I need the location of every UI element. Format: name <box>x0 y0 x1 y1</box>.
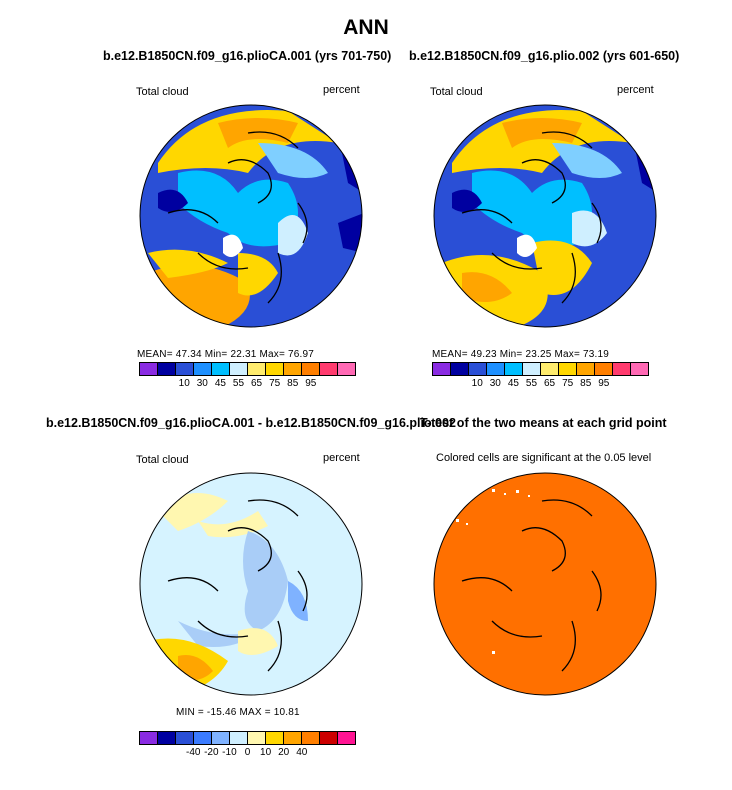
colorbar-tick-label: -20 <box>204 747 219 758</box>
colorbar-swatch <box>338 732 355 744</box>
panel-1-variable-label: Total cloud <box>136 86 189 98</box>
colorbar-swatch <box>487 363 505 375</box>
colorbar-swatch <box>212 363 230 375</box>
colorbar-tick-label: 45 <box>214 378 226 389</box>
panel-1-stats: MEAN= 47.34 Min= 22.31 Max= 76.97 <box>137 349 314 360</box>
colorbar-swatch <box>194 363 212 375</box>
colorbar-swatch <box>541 363 559 375</box>
colorbar-tick-label: 75 <box>562 378 574 389</box>
colorbar-swatch <box>577 363 595 375</box>
colorbar-tick-label: 75 <box>269 378 281 389</box>
colorbar-swatch <box>302 732 320 744</box>
panel-2-colorbar <box>432 362 649 376</box>
colorbar-swatch <box>230 732 248 744</box>
colorbar-tick-label: 10 <box>471 378 483 389</box>
colorbar-tick-label: 65 <box>250 378 263 389</box>
panel-1-polar-map <box>139 104 363 328</box>
colorbar-swatch <box>140 363 158 375</box>
colorbar-swatch <box>451 363 469 375</box>
colorbar-tick-label: 0 <box>244 747 251 758</box>
colorbar-swatch <box>266 732 284 744</box>
colorbar-tick-label: 85 <box>287 378 299 389</box>
panel-4-subtitle: Colored cells are significant at the 0.0… <box>436 452 652 464</box>
colorbar-swatch <box>176 363 194 375</box>
colorbar-swatch <box>176 732 194 744</box>
page-title: ANN <box>343 16 389 39</box>
colorbar-swatch <box>469 363 487 375</box>
panel-2-title: b.e12.B1850CN.f09_g16.plio.002 (yrs 601-… <box>409 49 680 63</box>
colorbar-swatch <box>230 363 248 375</box>
colorbar-swatch <box>194 732 212 744</box>
colorbar-swatch <box>320 732 338 744</box>
colorbar-tick-label: 20 <box>278 747 290 758</box>
colorbar-swatch <box>595 363 613 375</box>
panel-1-colorbar <box>139 362 356 376</box>
colorbar-swatch <box>631 363 648 375</box>
colorbar-tick-label: 10 <box>178 378 190 389</box>
colorbar-tick-label: 30 <box>489 378 501 389</box>
colorbar-swatch <box>302 363 320 375</box>
colorbar-tick-label: 85 <box>580 378 592 389</box>
colorbar-tick-label: 55 <box>525 378 538 389</box>
panel-3-title: b.e12.B1850CN.f09_g16.plioCA.001 - b.e12… <box>46 416 456 430</box>
panel-3-units-label: percent <box>323 452 360 464</box>
panel-4-polar-map <box>433 472 657 696</box>
colorbar-swatch <box>505 363 523 375</box>
panel-1-colorbar-labels: 10 30 45 55 65 75 85 95 <box>139 378 356 392</box>
panel-4-title: T-test of the two means at each grid poi… <box>420 416 667 430</box>
colorbar-tick-label: 45 <box>507 378 519 389</box>
colorbar-tick-label: -10 <box>222 747 237 758</box>
colorbar-swatch <box>212 732 230 744</box>
colorbar-swatch <box>613 363 631 375</box>
panel-3-polar-map <box>139 472 363 696</box>
panel-2-colorbar-labels: 10 30 45 55 65 75 85 95 <box>432 378 649 392</box>
colorbar-tick-label: 40 <box>296 747 308 758</box>
colorbar-tick-label: 10 <box>260 747 272 758</box>
colorbar-swatch <box>320 363 338 375</box>
colorbar-tick-label: 65 <box>543 378 556 389</box>
panel-3-variable-label: Total cloud <box>136 454 189 466</box>
panel-3-stats: MIN = -15.46 MAX = 10.81 <box>176 707 300 718</box>
panel-2-polar-map <box>433 104 657 328</box>
colorbar-tick-label: -40 <box>186 747 201 758</box>
colorbar-swatch <box>433 363 451 375</box>
panel-1-title: b.e12.B1850CN.f09_g16.plioCA.001 (yrs 70… <box>103 49 392 63</box>
colorbar-swatch <box>158 363 176 375</box>
panel-2-stats: MEAN= 49.23 Min= 23.25 Max= 73.19 <box>432 349 609 360</box>
colorbar-tick-label: 95 <box>598 378 610 389</box>
colorbar-swatch <box>248 732 266 744</box>
colorbar-swatch <box>523 363 541 375</box>
colorbar-swatch <box>284 732 302 744</box>
panel-3-colorbar <box>139 731 356 745</box>
colorbar-swatch <box>248 363 266 375</box>
colorbar-tick-label: 30 <box>196 378 208 389</box>
panel-2-variable-label: Total cloud <box>430 86 483 98</box>
panel-1-units-label: percent <box>323 84 360 96</box>
colorbar-swatch <box>338 363 355 375</box>
colorbar-swatch <box>140 732 158 744</box>
colorbar-tick-label: 95 <box>305 378 317 389</box>
colorbar-swatch <box>284 363 302 375</box>
panel-2-units-label: percent <box>617 84 654 96</box>
colorbar-swatch <box>266 363 284 375</box>
panel-3-colorbar-labels: -40 -20 -10 0 10 20 40 <box>139 747 356 761</box>
colorbar-swatch <box>559 363 577 375</box>
colorbar-swatch <box>158 732 176 744</box>
colorbar-tick-label: 55 <box>232 378 245 389</box>
